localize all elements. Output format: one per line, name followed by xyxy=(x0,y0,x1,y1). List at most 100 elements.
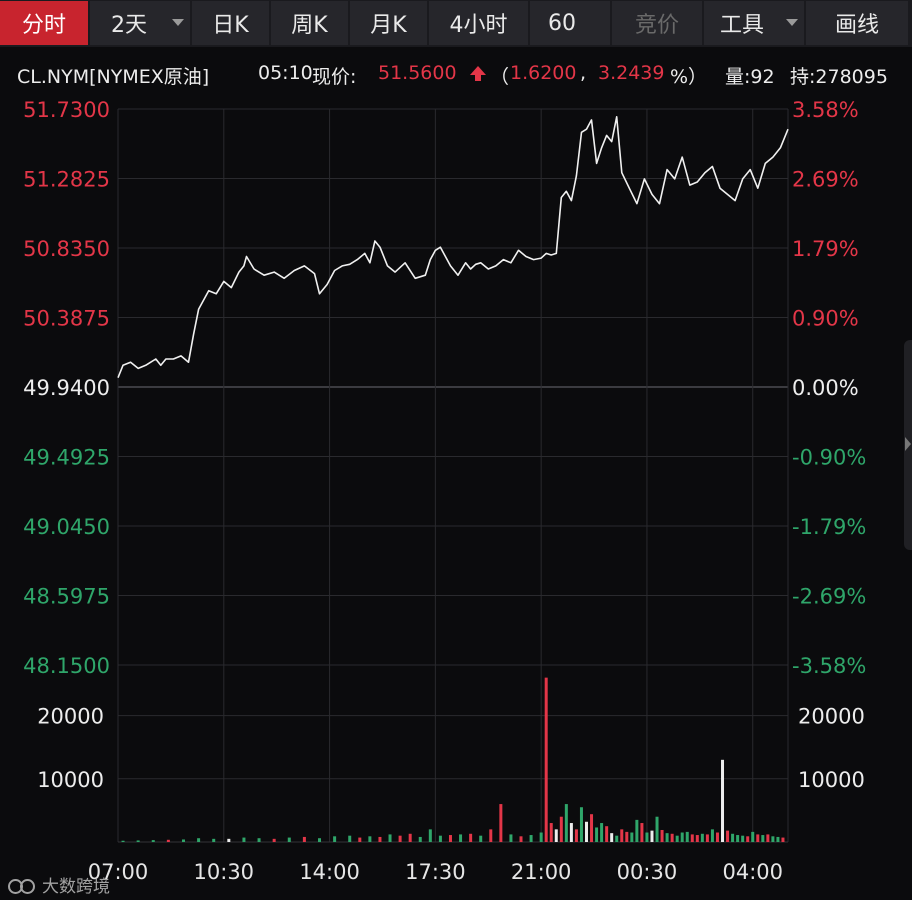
volume-bar xyxy=(559,816,563,842)
volume-bar xyxy=(630,832,634,842)
price-tick-label: 49.9400 xyxy=(23,376,110,400)
volume-bar xyxy=(731,833,735,842)
time-tick-label: 07:00 xyxy=(88,860,149,884)
volume-bar xyxy=(640,823,644,842)
quote-info-bar: CL.NYM[NYMEX原油] 05:10 现价: 51.5600 （ 1.62… xyxy=(0,56,912,92)
volume-bar xyxy=(318,838,322,842)
percent-tick-label: 3.58% xyxy=(792,98,859,122)
volume-bar xyxy=(358,837,362,842)
tab-weekly-k[interactable]: 周K xyxy=(271,1,348,45)
tab-label: 4小时 xyxy=(449,13,508,38)
volume-bar xyxy=(736,835,740,842)
volume-bar xyxy=(726,830,730,842)
volume-bar xyxy=(746,836,750,842)
volume-bar xyxy=(554,829,558,842)
volume-bar xyxy=(620,829,624,842)
volume-bar xyxy=(227,838,231,842)
price-tick-label: 51.7300 xyxy=(23,98,110,122)
volume-bar xyxy=(625,831,629,842)
watermark: 大数跨境 xyxy=(8,872,110,897)
volume-bar xyxy=(287,837,291,842)
time-tick-label: 21:00 xyxy=(511,860,572,884)
tab-2day-dropdown[interactable]: 2天 xyxy=(90,1,190,45)
price-change-pct: 3.2439 xyxy=(598,62,665,84)
side-panel-toggle[interactable] xyxy=(904,340,912,550)
volume-bar xyxy=(655,816,659,842)
volume-bar xyxy=(579,807,583,842)
tab-60min[interactable]: 60 xyxy=(530,1,610,45)
volume-bar xyxy=(438,835,442,842)
price-tick-label: 50.8350 xyxy=(23,237,110,261)
time-tick-label: 10:30 xyxy=(194,860,255,884)
volume-bar xyxy=(469,833,473,842)
volume-bar xyxy=(690,834,694,842)
percent-tick-label: -1.79% xyxy=(792,515,866,539)
intraday-chart[interactable]: 51.7300 51.2825 50.8350 50.3875 49.9400 49.49… xyxy=(0,92,912,900)
volume-bar xyxy=(670,833,674,842)
volume-bar xyxy=(781,837,785,842)
tab-auction[interactable]: 竞价 xyxy=(612,1,702,45)
volume-bar xyxy=(756,834,760,842)
volume-bar xyxy=(428,829,432,842)
volume-tick-label-right: 10000 xyxy=(798,768,865,792)
change-separator: , xyxy=(580,62,593,84)
volume-bar xyxy=(549,823,553,842)
percent-tick-label: 0.00% xyxy=(792,376,859,400)
period-toolbar: 分时 2天 日K 周K 月K 4小时 60 竞价 工具 画线 xyxy=(0,0,912,47)
volume-bar xyxy=(302,836,306,842)
volume-bar xyxy=(151,840,155,842)
volume-bar xyxy=(569,823,573,842)
chevron-down-icon xyxy=(172,19,184,26)
price-series-line xyxy=(117,116,789,378)
volume-bar xyxy=(675,835,679,842)
tab-intraday[interactable]: 分时 xyxy=(0,1,88,45)
tab-draw-line[interactable]: 画线 xyxy=(806,1,908,45)
price-label: 现价: xyxy=(312,66,357,88)
tab-label: 竞价 xyxy=(634,13,679,38)
tab-label: 工具 xyxy=(719,13,764,38)
volume-bar xyxy=(751,831,755,842)
volume-bar xyxy=(136,840,140,842)
tab-label: 周K xyxy=(291,13,328,38)
time-axis: 07:00 10:30 14:00 17:30 21:00 00:30 04:00 xyxy=(88,860,783,884)
volume-bar xyxy=(398,835,402,842)
tab-daily-k[interactable]: 日K xyxy=(192,1,269,45)
time-tick-label: 17:30 xyxy=(405,860,466,884)
volume-bar xyxy=(544,677,548,842)
volume-bar xyxy=(418,836,422,842)
volume-axis: 20000 20000 10000 10000 xyxy=(37,705,865,792)
tab-label: 画线 xyxy=(834,13,879,38)
volume-bar xyxy=(650,830,654,842)
chart-grid xyxy=(117,108,789,843)
volume-bar xyxy=(665,833,669,842)
tab-monthly-k[interactable]: 月K xyxy=(350,1,427,45)
volume-tick-label-right: 20000 xyxy=(798,705,865,729)
volume-bar xyxy=(761,835,765,842)
volume-bar xyxy=(721,759,725,842)
volume-bar xyxy=(615,835,619,842)
volume-bar xyxy=(529,835,533,842)
volume-bar xyxy=(574,829,578,842)
open-paren: （ xyxy=(490,66,510,88)
volume-bar xyxy=(741,835,745,842)
time-tick-label: 14:00 xyxy=(299,860,360,884)
price-tick-label: 49.4925 xyxy=(23,446,110,470)
infinity-logo-icon xyxy=(8,876,36,894)
volume-bar xyxy=(610,833,614,842)
price-change: 1.6200 xyxy=(510,62,577,84)
volume-tick-label-left: 20000 xyxy=(37,705,104,729)
percent-tick-label: 2.69% xyxy=(792,168,859,192)
volume-bar xyxy=(645,832,649,842)
volume-bar xyxy=(600,823,604,842)
percent-tick-label: 0.90% xyxy=(792,307,859,331)
percent-tick-label: -2.69% xyxy=(792,585,866,609)
volume-bar xyxy=(448,835,452,842)
volume-label: 量:92 xyxy=(725,66,775,88)
tab-4hour[interactable]: 4小时 xyxy=(429,1,528,45)
watermark-text: 大数跨境 xyxy=(42,877,110,897)
time-tick-label: 00:30 xyxy=(617,860,678,884)
price-tick-label: 48.5975 xyxy=(23,585,110,609)
tools-dropdown[interactable]: 工具 xyxy=(704,1,804,45)
volume-bar xyxy=(695,835,699,842)
price-line-layer xyxy=(117,116,789,378)
